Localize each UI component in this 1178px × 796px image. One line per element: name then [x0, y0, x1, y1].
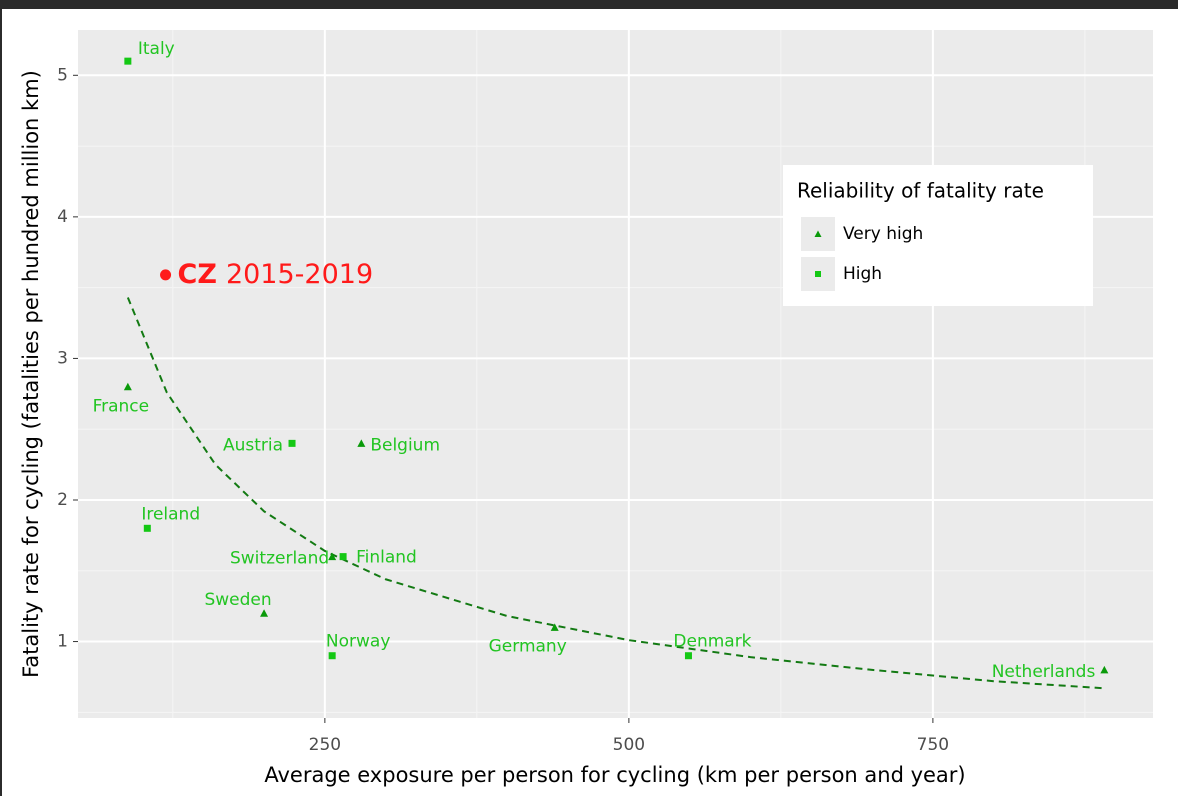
point [328, 552, 337, 561]
annotation-text: 2015-2019 [226, 258, 373, 289]
top-bar [0, 0, 1178, 9]
y-tick-label: 4 [57, 207, 68, 227]
y-tick-label: 1 [57, 632, 68, 652]
point-label: Italy [138, 39, 175, 59]
point [143, 524, 151, 532]
point-label: Finland [356, 548, 417, 568]
marks: France Belgium Switzerland Sweden Germany Net… [93, 39, 1109, 690]
x-tick-label: 250 [309, 735, 341, 755]
point [123, 382, 132, 391]
plot-panel [78, 30, 1153, 718]
point [357, 439, 366, 447]
point [328, 652, 336, 660]
point-label: Netherlands [992, 662, 1096, 682]
point-label: France [93, 397, 150, 417]
y-tick-label: 3 [57, 348, 68, 368]
annotation-point [160, 269, 172, 281]
point [1100, 665, 1109, 674]
point [684, 652, 692, 660]
point-label: Ireland [141, 504, 200, 524]
legend-label: Very high [843, 224, 923, 244]
point [550, 623, 559, 631]
point-label: Norway [326, 632, 391, 652]
point [260, 609, 269, 617]
y-tick-label: 2 [57, 490, 68, 510]
point-label: Germany [489, 636, 567, 656]
y-axis-title: Fatality rate for cycling (fatalities pe… [19, 70, 43, 678]
point-label: Denmark [673, 632, 751, 652]
legend-marker [815, 271, 821, 277]
legend-marker [814, 230, 822, 237]
x-axis-title: Average exposure per person for cycling … [264, 763, 965, 787]
x-tick-label: 750 [917, 735, 949, 755]
y-tick-label: 5 [57, 65, 68, 85]
annotation-bold: CZ [178, 258, 217, 289]
left-border [0, 0, 2, 796]
annotation-label: CZ 2015-2019 [178, 258, 374, 289]
point [124, 57, 132, 65]
point-label: Switzerland [230, 549, 329, 569]
x-tick-label: 500 [613, 735, 645, 755]
grid [78, 30, 1153, 718]
legend: Reliability of fatality rate Very high Hig… [783, 165, 1093, 306]
point-label: Belgium [370, 435, 440, 455]
point-label: Austria [223, 435, 283, 455]
point [339, 553, 347, 561]
point-label: Sweden [204, 590, 271, 610]
legend-title: Reliability of fatality rate [797, 179, 1044, 203]
trend-line [126, 297, 1105, 690]
legend-label: High [843, 264, 882, 284]
point [288, 439, 296, 447]
